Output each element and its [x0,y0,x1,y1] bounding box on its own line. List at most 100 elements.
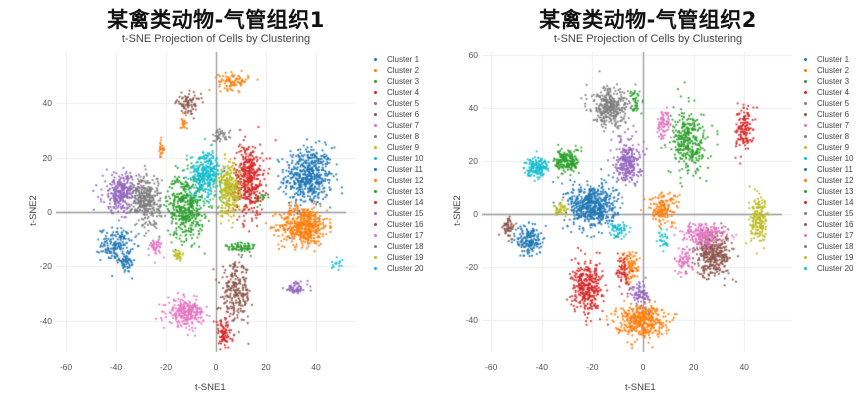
legend-marker-icon [374,212,377,215]
legend-item[interactable]: Cluster 1 [802,54,853,65]
legend-item[interactable]: Cluster 15 [802,208,853,219]
legend-item[interactable]: Cluster 18 [372,241,423,252]
y-tick-label: 40 [42,98,52,109]
legend-item[interactable]: Cluster 2 [802,65,853,76]
scatter-plot-area[interactable] [482,52,792,352]
legend-item[interactable]: Cluster 20 [802,263,853,274]
legend-marker-icon [374,223,377,226]
chart-title: 某禽类动物-气管组织1 [107,8,325,32]
x-tick-label: -40 [535,362,548,372]
legend-item[interactable]: Cluster 17 [372,230,423,241]
legend-item[interactable]: Cluster 3 [372,76,423,87]
legend-label: Cluster 14 [817,198,854,207]
legend-marker-icon [374,179,377,182]
y-tick-label: -40 [465,315,478,325]
legend-item[interactable]: Cluster 14 [372,197,423,208]
y-tick-label: 40 [468,103,478,113]
legend-marker-icon [804,256,807,259]
y-tick-label: 20 [468,156,478,166]
legend-item[interactable]: Cluster 3 [802,76,853,87]
legend-label: Cluster 17 [387,231,424,240]
legend-label: Cluster 19 [817,253,854,262]
legend-label: Cluster 17 [817,231,854,240]
legend-label: Cluster 9 [817,143,850,152]
legend-label: Cluster 1 [817,55,850,64]
legend-label: Cluster 7 [817,121,850,130]
legend-item[interactable]: Cluster 19 [802,252,853,263]
legend-item[interactable]: Cluster 11 [372,164,423,175]
legend-item[interactable]: Cluster 16 [372,219,423,230]
legend-marker-icon [804,234,807,237]
legend-label: Cluster 15 [817,209,854,218]
x-axis-label: t-SNE1 [195,382,226,393]
legend-label: Cluster 20 [817,264,854,273]
legend-label: Cluster 2 [387,66,420,75]
legend-label: Cluster 18 [817,242,854,251]
legend-item[interactable]: Cluster 6 [802,109,853,120]
legend-label: Cluster 11 [387,165,423,174]
y-tick-label: 60 [468,50,478,60]
legend-label: Cluster 6 [387,110,420,119]
legend-marker-icon [804,135,807,138]
legend-item[interactable]: Cluster 4 [372,87,423,98]
legend-item[interactable]: Cluster 17 [802,230,853,241]
legend-item[interactable]: Cluster 11 [802,164,853,175]
legend-item[interactable]: Cluster 2 [372,65,423,76]
legend-item[interactable]: Cluster 14 [802,197,853,208]
legend-label: Cluster 7 [387,121,420,130]
legend-item[interactable]: Cluster 13 [802,186,853,197]
legend-item[interactable]: Cluster 5 [372,98,423,109]
legend-marker-icon [374,256,377,259]
panel-left: 某禽类动物-气管组织1 t-SNE Projection of Cells by… [28,8,424,393]
legend-item[interactable]: Cluster 10 [372,153,423,164]
scatter-canvas [56,52,356,352]
legend-label: Cluster 14 [387,198,424,207]
legend-item[interactable]: Cluster 19 [372,252,423,263]
legend-item[interactable]: Cluster 8 [372,131,423,142]
legend-item[interactable]: Cluster 9 [372,142,423,153]
legend-item[interactable]: Cluster 12 [372,175,423,186]
legend-item[interactable]: Cluster 10 [802,153,853,164]
legend-label: Cluster 10 [387,154,424,163]
legend-item[interactable]: Cluster 8 [802,131,853,142]
chart-title: 某禽类动物-气管组织2 [539,8,757,32]
legend-item[interactable]: Cluster 7 [802,120,853,131]
legend-item[interactable]: Cluster 18 [802,241,853,252]
legend-label: Cluster 8 [817,132,850,141]
legend-marker-icon [804,69,807,72]
x-tick-label: 0 [640,362,646,372]
legend-item[interactable]: Cluster 5 [802,98,853,109]
legend-label: Cluster 15 [387,209,424,218]
legend-marker-icon [374,124,377,127]
legend-item[interactable]: Cluster 20 [372,263,423,274]
legend-label: Cluster 11 [817,165,853,174]
legend-label: Cluster 4 [817,88,850,97]
y-tick-label: 20 [42,152,52,163]
legend-marker-icon [804,179,807,182]
legend-marker-icon [804,223,807,226]
legend-marker-icon [374,201,377,204]
legend-item[interactable]: Cluster 4 [802,87,853,98]
legend: Cluster 1 Cluster 2 Cluster 3 Cluster 4 Clus… [372,54,423,274]
legend-item[interactable]: Cluster 9 [802,142,853,153]
legend-marker-icon [374,135,377,138]
legend-item[interactable]: Cluster 7 [372,120,423,131]
legend-marker-icon [804,80,807,83]
x-tick-label: 20 [688,362,699,372]
legend-item[interactable]: Cluster 1 [372,54,423,65]
legend-item[interactable]: Cluster 15 [372,208,423,219]
y-tick-label: -40 [39,315,52,326]
legend-item[interactable]: Cluster 12 [802,175,853,186]
legend-item[interactable]: Cluster 16 [802,219,853,230]
legend-label: Cluster 12 [387,176,424,185]
legend-marker-icon [804,245,807,248]
legend-item[interactable]: Cluster 6 [372,109,423,120]
legend-label: Cluster 16 [817,220,854,229]
y-tick-label: 0 [47,207,52,217]
legend-label: Cluster 5 [387,99,420,108]
legend-item[interactable]: Cluster 13 [372,186,423,197]
scatter-plot-area[interactable] [56,52,356,352]
legend-marker-icon [804,201,807,204]
x-tick-label: 0 [213,362,219,372]
legend-label: Cluster 13 [387,187,424,196]
